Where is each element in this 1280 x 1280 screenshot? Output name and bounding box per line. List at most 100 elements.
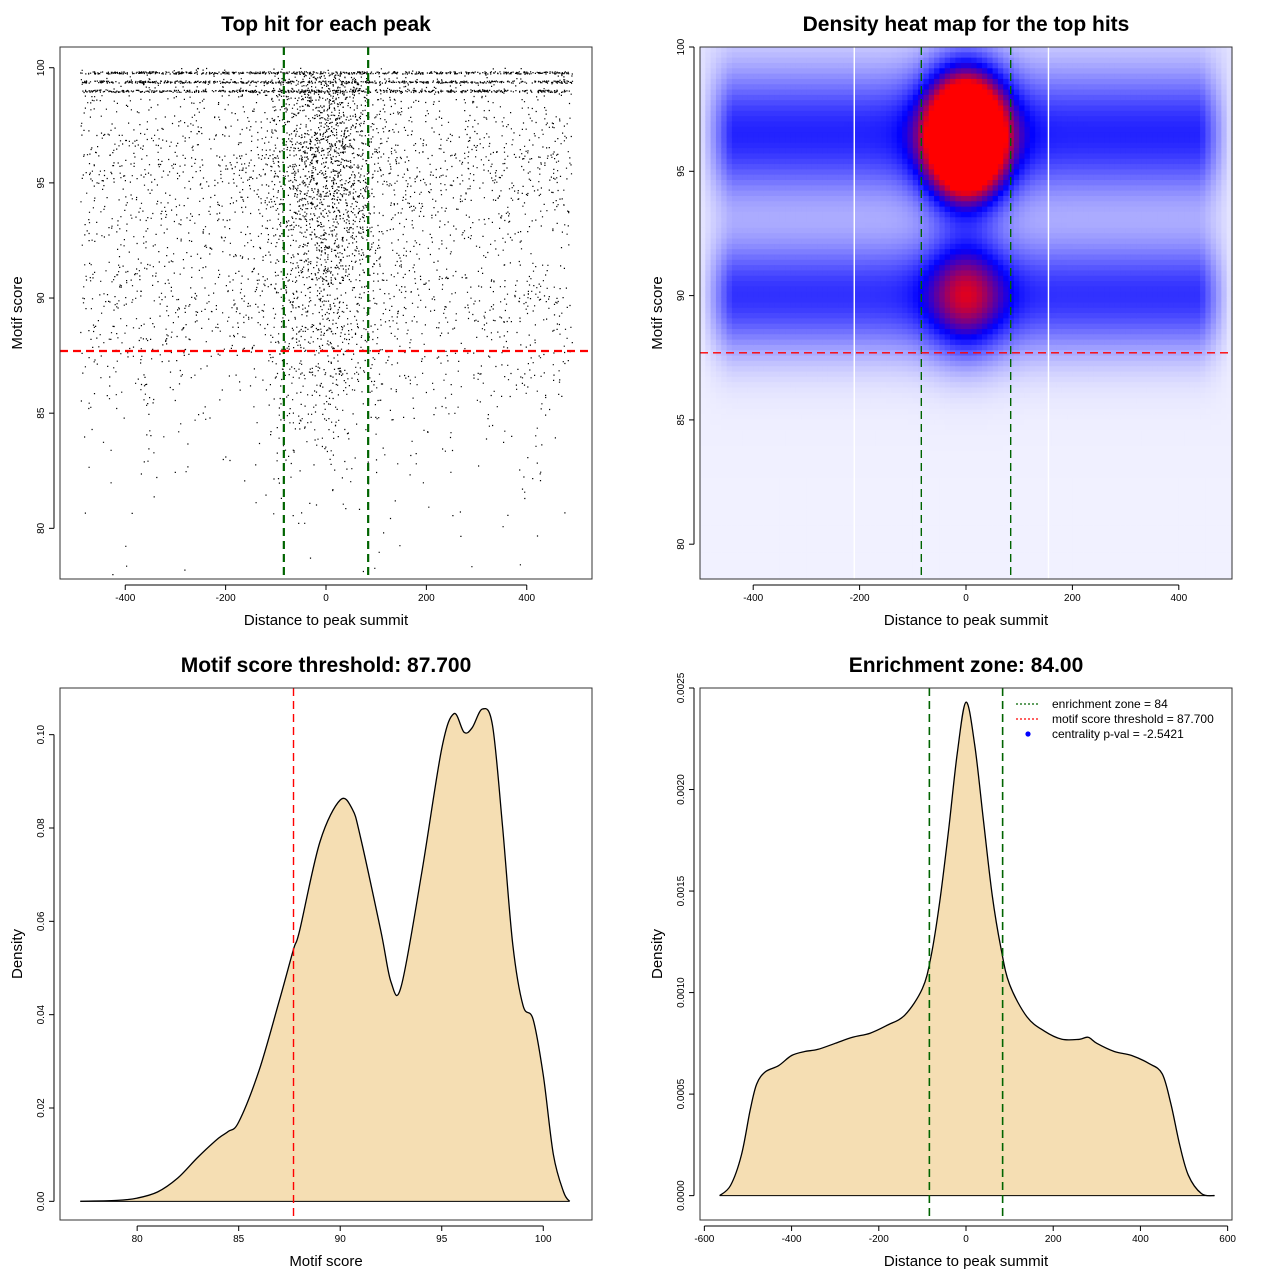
heatmap-cell bbox=[843, 328, 850, 335]
heatmap-cell bbox=[880, 126, 887, 133]
heatmap-cell bbox=[769, 493, 776, 500]
heatmap-cell bbox=[795, 110, 802, 117]
heatmap-cell bbox=[822, 185, 829, 192]
heatmap-cell bbox=[705, 222, 712, 229]
heatmap-cell bbox=[944, 302, 951, 309]
heatmap-cell bbox=[737, 254, 744, 261]
heatmap-cell bbox=[763, 286, 770, 293]
heatmap-cell bbox=[918, 339, 925, 346]
heatmap-cell bbox=[758, 254, 765, 261]
heatmap-cell bbox=[721, 525, 728, 532]
heatmap-cell bbox=[769, 472, 776, 479]
heatmap-cell bbox=[779, 557, 786, 564]
heatmap-cell bbox=[934, 547, 940, 553]
heatmap-cell bbox=[726, 366, 733, 373]
heatmap-cell bbox=[774, 382, 781, 389]
heatmap-cell bbox=[801, 531, 807, 538]
heatmap-cell bbox=[737, 520, 744, 527]
heatmap-cell bbox=[859, 47, 866, 53]
heatmap-cell bbox=[955, 360, 962, 367]
heatmap-cell bbox=[721, 398, 728, 405]
heatmap-cell bbox=[710, 62, 717, 69]
heatmap-cell bbox=[939, 488, 946, 495]
heatmap-cell bbox=[939, 164, 946, 170]
heatmap-cell bbox=[859, 180, 866, 186]
heatmap-cell bbox=[774, 467, 781, 474]
heatmap-cell bbox=[705, 541, 712, 548]
heatmap-cell bbox=[785, 259, 792, 266]
heatmap-cell bbox=[700, 403, 706, 410]
heatmap-cell bbox=[737, 531, 744, 538]
heatmap-cell bbox=[763, 525, 770, 532]
heatmap-cell bbox=[950, 541, 956, 548]
heatmap-cell bbox=[806, 509, 813, 516]
heatmap-cell bbox=[848, 424, 855, 431]
heatmap-cell bbox=[790, 142, 797, 149]
heatmap-cell bbox=[700, 461, 706, 468]
heatmap-cell bbox=[848, 243, 855, 250]
heatmap-cell bbox=[801, 89, 807, 96]
heatmap-cell bbox=[779, 286, 786, 293]
heatmap-cell bbox=[742, 328, 749, 335]
heatmap-cell bbox=[811, 73, 818, 80]
heatmap-cell bbox=[854, 94, 861, 101]
heatmap-cell bbox=[774, 286, 781, 293]
heatmap-cell bbox=[923, 323, 930, 330]
heatmap-cell bbox=[854, 547, 861, 553]
heatmap-cell bbox=[710, 297, 717, 303]
heatmap-cell bbox=[721, 47, 728, 53]
heatmap-cell bbox=[875, 126, 882, 133]
heatmap-cell bbox=[955, 164, 962, 170]
heatmap-cell bbox=[779, 62, 786, 69]
heatmap-cell bbox=[779, 233, 786, 240]
heatmap-cell bbox=[822, 371, 829, 378]
heatmap-cell bbox=[763, 414, 770, 420]
heatmap-cell bbox=[902, 557, 909, 564]
heatmap-cell bbox=[806, 302, 813, 309]
heatmap-cell bbox=[912, 121, 919, 128]
heatmap-cell bbox=[955, 84, 962, 91]
heatmap-cell bbox=[774, 520, 781, 527]
heatmap-cell bbox=[907, 435, 914, 442]
heatmap-cell bbox=[838, 483, 845, 490]
heatmap-cell bbox=[939, 62, 946, 69]
heatmap-cell bbox=[806, 201, 813, 208]
heatmap-cell bbox=[731, 328, 738, 335]
heatmap-cell bbox=[806, 483, 813, 490]
heatmap-cell bbox=[753, 552, 760, 559]
heatmap-cell bbox=[864, 126, 871, 133]
heatmap-cell bbox=[731, 557, 738, 564]
heatmap-cell bbox=[891, 323, 898, 330]
heatmap-cell bbox=[785, 440, 792, 447]
heatmap-cell bbox=[726, 164, 733, 170]
heatmap-cell bbox=[790, 318, 797, 325]
heatmap-cell bbox=[822, 78, 829, 85]
heatmap-cell bbox=[779, 366, 786, 373]
heatmap-cell bbox=[742, 483, 749, 490]
heatmap-cell bbox=[731, 568, 738, 575]
heatmap-cell bbox=[715, 344, 722, 351]
heatmap-cell bbox=[912, 281, 919, 287]
heatmap-cell bbox=[763, 451, 770, 458]
heatmap-cell bbox=[880, 286, 887, 293]
heatmap-cell bbox=[753, 430, 760, 436]
heatmap-cell bbox=[864, 158, 871, 165]
heatmap-cell bbox=[950, 164, 956, 170]
heatmap-cell bbox=[806, 493, 813, 500]
heatmap-cell bbox=[758, 477, 765, 484]
heatmap-cell bbox=[801, 451, 807, 458]
heatmap-cell bbox=[870, 89, 877, 96]
heatmap-cell bbox=[838, 116, 845, 123]
heatmap-cell bbox=[806, 249, 813, 256]
heatmap-cell bbox=[785, 541, 792, 548]
heatmap-cell bbox=[721, 360, 728, 367]
heatmap-cell bbox=[822, 472, 829, 479]
heatmap-cell bbox=[726, 408, 733, 415]
heatmap-cell bbox=[843, 217, 850, 224]
heatmap-cell bbox=[758, 164, 765, 170]
heatmap-cell bbox=[934, 259, 940, 266]
heatmap-cell bbox=[912, 84, 919, 91]
heatmap-cell bbox=[769, 435, 776, 442]
heatmap-cell bbox=[769, 142, 776, 149]
heatmap-cell bbox=[774, 525, 781, 532]
